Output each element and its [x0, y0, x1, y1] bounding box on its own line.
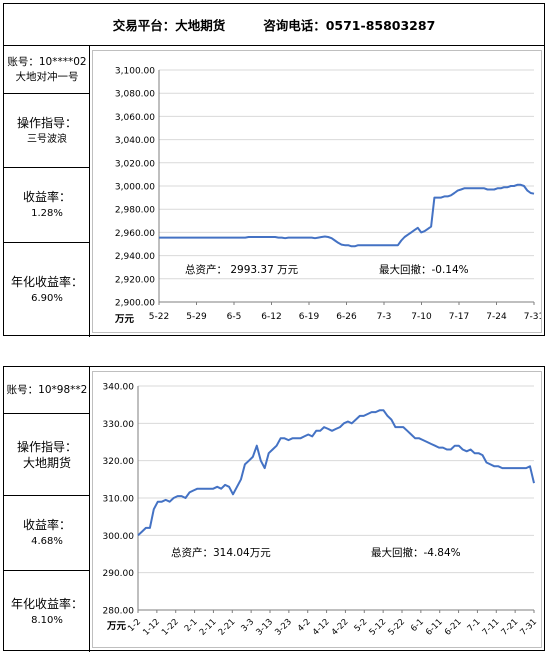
annual-return-label: 年化收益率： — [10, 596, 83, 611]
x-tick-label: 1-22 — [160, 617, 181, 638]
x-tick-label: 5-22 — [149, 312, 169, 322]
return-label: 收益率： — [22, 518, 71, 532]
y-tick-label: 3,080.00 — [115, 90, 155, 100]
y-tick-label: 3,020.00 — [115, 159, 155, 169]
series-line — [159, 183, 535, 248]
y-tick-label: 2,980.00 — [115, 206, 155, 216]
return-label: 收益率： — [22, 190, 71, 204]
y-tick-label: 320.00 — [103, 457, 135, 467]
x-tick-label: 2-11 — [198, 617, 219, 638]
return-value: 4.68% — [31, 536, 63, 547]
chart-frame-1: 2,900.00 2,920.00 2,940.00 2,960.00 2,980.00… — [92, 50, 544, 333]
x-tick-label: 3-23 — [273, 617, 294, 638]
chart-frame-2: 280.00 290.00 300.00 310.00 320.00 330.00 340.… — [92, 371, 542, 648]
x-tick-label: 1-12 — [141, 617, 162, 638]
y-tick-label: 300.00 — [103, 532, 135, 542]
x-tick-label: 7-31 — [518, 617, 539, 638]
max-drawdown-annotation: 最大回撤：-4.84% — [371, 546, 461, 559]
phone-text: 咨询电话：0571-85803287 — [263, 18, 436, 33]
x-tick-label: 6-26 — [336, 312, 357, 322]
account-number: 账号：10****02 — [7, 55, 87, 68]
annual-return-value: 8.10% — [31, 614, 63, 626]
instruction-label: 操作指导： — [16, 439, 77, 454]
y-tick-label: 3,060.00 — [115, 113, 155, 123]
y-tick-label: 330.00 — [103, 420, 135, 430]
x-tick-label: 4-22 — [330, 617, 351, 638]
platform-title: 交易平台：大地期货 — [112, 18, 226, 33]
instruction-value: 三号波浪 — [27, 133, 67, 145]
return-cell: 收益率： 4.68% — [4, 496, 90, 571]
account-panel-1: 账号：10****02 大地对冲一号 操作指导： 三号波浪 收益率： 1.28%… — [3, 45, 545, 337]
x-tick-label: 4-12 — [311, 617, 332, 638]
x-tick-label: 7-31 — [524, 312, 541, 322]
unit-label: 万元 — [106, 621, 127, 632]
y-tick-label: 310.00 — [103, 495, 135, 505]
instruction-label: 操作指导： — [16, 115, 77, 130]
y-tick-label: 3,040.00 — [115, 136, 155, 146]
instruction-cell: 操作指导： 三号波浪 — [4, 94, 90, 168]
x-tick-label: 6-19 — [299, 312, 320, 322]
x-tick-label: 7-11 — [481, 617, 502, 638]
x-tick-label: 5-12 — [368, 617, 389, 638]
return-value: 1.28% — [31, 208, 63, 219]
x-tick-label: 7-24 — [486, 312, 507, 322]
total-assets-annotation: 总资产： 2993.37 万元 — [185, 263, 299, 276]
y-tick-label: 2,920.00 — [115, 275, 155, 285]
annual-return-label: 年化收益率： — [10, 275, 83, 289]
account-panel-2: 账号：10*98**2 操作指导： 大地期货 收益率： 4.68% 年化收益率：… — [3, 366, 545, 652]
x-tick-label: 5-22 — [386, 617, 407, 638]
instruction-cell: 操作指导： 大地期货 — [4, 414, 90, 496]
annual-return-cell: 年化收益率： 6.90% — [4, 243, 90, 337]
y-tick-label: 2,900.00 — [115, 299, 155, 309]
account-name: 大地对冲一号 — [15, 70, 79, 83]
unit-label: 万元 — [114, 314, 135, 325]
series-line — [137, 409, 535, 537]
x-tick-label: 3-13 — [254, 617, 275, 638]
account-cell: 账号：10****02 大地对冲一号 — [4, 46, 90, 94]
y-tick-label: 2,940.00 — [115, 252, 155, 262]
annual-return-value: 6.90% — [31, 293, 63, 304]
x-tick-label: 5-29 — [186, 312, 207, 322]
x-tick-label: 7-17 — [449, 312, 469, 322]
page-header: 交易平台：大地期货 咨询电话：0571-85803287 — [3, 3, 545, 46]
instruction-value: 大地期货 — [22, 455, 71, 470]
equity-chart-2: 280.00 290.00 300.00 310.00 320.00 330.00 340.… — [103, 383, 540, 638]
account-cell: 账号：10*98**2 — [4, 367, 90, 414]
x-tick-label: 7-3 — [377, 312, 392, 322]
x-tick-label: 6-21 — [443, 617, 464, 638]
y-tick-label: 2,960.00 — [115, 229, 155, 239]
max-drawdown-annotation: 最大回撤：-0.14% — [379, 263, 469, 276]
x-tick-label: 6-11 — [424, 617, 445, 638]
x-tick-label: 6-12 — [261, 312, 281, 322]
total-assets-annotation: 总资产：314.04万元 — [171, 546, 271, 559]
y-tick-label: 3,000.00 — [115, 183, 155, 193]
equity-chart-1: 2,900.00 2,920.00 2,940.00 2,960.00 2,980.00… — [114, 67, 544, 326]
account-number: 账号：10*98**2 — [6, 383, 88, 396]
return-cell: 收益率： 1.28% — [4, 168, 90, 243]
x-tick-label: 6-5 — [227, 312, 242, 322]
y-tick-label: 290.00 — [103, 569, 135, 579]
y-tick-label: 280.00 — [103, 607, 135, 617]
x-tick-label: 2-21 — [217, 617, 238, 638]
x-tick-label: 7-10 — [411, 312, 432, 322]
x-tick-label: 7-21 — [500, 617, 521, 638]
y-tick-label: 3,100.00 — [115, 67, 155, 77]
y-tick-label: 340.00 — [103, 383, 135, 393]
annual-return-cell: 年化收益率： 8.10% — [4, 571, 90, 652]
